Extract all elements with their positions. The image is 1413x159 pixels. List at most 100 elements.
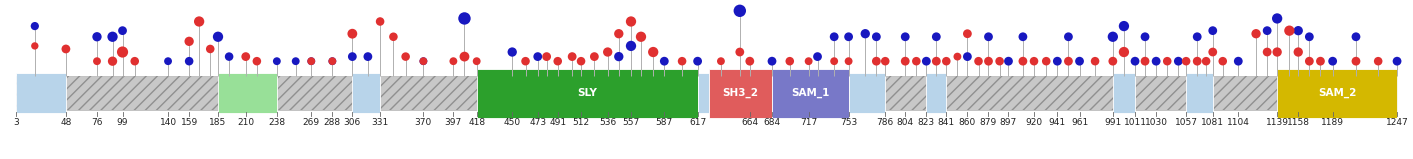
Point: [341, 32, 363, 35]
Point: [865, 60, 887, 62]
Bar: [771, 69, 849, 118]
Text: 185: 185: [209, 118, 226, 127]
Text: SAM_1: SAM_1: [791, 88, 829, 98]
Point: [1046, 60, 1068, 62]
Point: [199, 48, 222, 50]
Point: [24, 45, 47, 47]
Point: [356, 55, 379, 58]
Text: 306: 306: [343, 118, 360, 127]
Text: 753: 753: [839, 118, 858, 127]
Point: [1174, 60, 1197, 62]
Point: [1266, 17, 1289, 20]
Point: [394, 55, 417, 58]
Point: [1057, 60, 1080, 62]
Text: 1139: 1139: [1266, 118, 1289, 127]
Text: 1030: 1030: [1145, 118, 1167, 127]
Point: [739, 60, 762, 62]
Text: 159: 159: [181, 118, 198, 127]
Text: 941: 941: [1048, 118, 1065, 127]
Point: [1386, 60, 1409, 62]
Text: 1158: 1158: [1287, 118, 1310, 127]
Point: [1023, 60, 1046, 62]
Point: [1226, 60, 1249, 62]
Point: [86, 60, 109, 62]
Point: [1245, 32, 1267, 35]
Point: [102, 35, 124, 38]
Point: [653, 60, 675, 62]
Point: [1256, 51, 1279, 53]
Point: [284, 60, 307, 62]
Point: [246, 60, 268, 62]
Point: [1012, 35, 1034, 38]
Point: [24, 25, 47, 27]
Point: [966, 60, 989, 62]
Point: [1345, 60, 1368, 62]
Point: [779, 60, 801, 62]
Bar: [1186, 73, 1212, 113]
Text: 1081: 1081: [1201, 118, 1224, 127]
Point: [112, 29, 134, 32]
Point: [642, 51, 664, 53]
Text: 269: 269: [302, 118, 319, 127]
Point: [1277, 29, 1300, 32]
Text: 99: 99: [117, 118, 129, 127]
Point: [671, 60, 694, 62]
Point: [188, 20, 211, 23]
Point: [1133, 60, 1156, 62]
Point: [760, 60, 783, 62]
Point: [266, 60, 288, 62]
Bar: [16, 73, 66, 113]
Point: [838, 35, 861, 38]
Bar: [476, 69, 698, 118]
Point: [584, 55, 606, 58]
Text: 512: 512: [572, 118, 589, 127]
Text: 370: 370: [415, 118, 432, 127]
Text: 238: 238: [268, 118, 285, 127]
Point: [797, 60, 820, 62]
Text: 587: 587: [656, 118, 673, 127]
Point: [630, 35, 653, 38]
Text: 557: 557: [622, 118, 640, 127]
Text: 48: 48: [61, 118, 72, 127]
Point: [442, 60, 465, 62]
Point: [926, 35, 948, 38]
Point: [988, 60, 1010, 62]
Text: 717: 717: [800, 118, 817, 127]
Point: [904, 60, 927, 62]
Point: [935, 60, 958, 62]
Point: [1102, 60, 1125, 62]
Text: 1189: 1189: [1321, 118, 1344, 127]
Point: [1012, 60, 1034, 62]
Bar: [16, 76, 1397, 110]
Point: [729, 51, 752, 53]
Text: 140: 140: [160, 118, 177, 127]
Text: 418: 418: [468, 118, 485, 127]
Bar: [927, 73, 947, 113]
Point: [978, 60, 1000, 62]
Point: [569, 60, 592, 62]
Point: [178, 40, 201, 43]
Point: [300, 60, 322, 62]
Point: [957, 55, 979, 58]
Point: [998, 60, 1020, 62]
Point: [454, 17, 476, 20]
Text: 1011: 1011: [1123, 118, 1146, 127]
Point: [687, 60, 709, 62]
Text: SAM_2: SAM_2: [1318, 88, 1356, 98]
Point: [838, 60, 861, 62]
Text: 961: 961: [1071, 118, 1088, 127]
Point: [1145, 60, 1167, 62]
Point: [382, 35, 404, 38]
Point: [218, 55, 240, 58]
Point: [1256, 29, 1279, 32]
Point: [1084, 60, 1106, 62]
Point: [822, 60, 845, 62]
Point: [1112, 51, 1135, 53]
Point: [454, 55, 476, 58]
Point: [112, 51, 134, 53]
Point: [1034, 60, 1057, 62]
Bar: [709, 69, 771, 118]
Point: [620, 20, 643, 23]
Text: 210: 210: [237, 118, 254, 127]
Text: 76: 76: [92, 118, 103, 127]
